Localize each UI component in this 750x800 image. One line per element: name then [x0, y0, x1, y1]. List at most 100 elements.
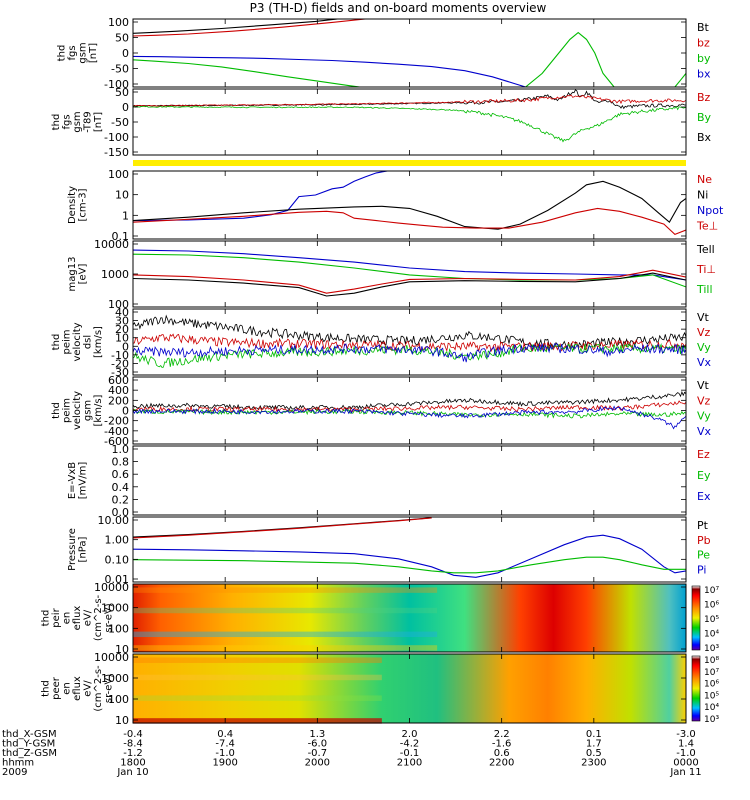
- y-tick-label: 0.2: [112, 493, 130, 506]
- y-axis-label: thd: [41, 610, 52, 627]
- series-line: [133, 390, 686, 411]
- y-tick-label: 10000: [94, 651, 129, 664]
- y-axis-label: peir: [51, 607, 62, 627]
- spectrogram-band: [133, 674, 382, 681]
- series-line: [133, 343, 686, 363]
- panel-peir_en: 10⁷ 10⁶ 10⁵ 10⁴ 10³ 10000 1000 100 10 thd peir en ef…: [41, 581, 720, 656]
- y-tick-label: -100: [104, 78, 129, 91]
- spectrogram-image: [133, 654, 686, 723]
- y-axis-label: (cm^2-s-: [93, 594, 104, 641]
- x-axis-row-label: thd_Z-GSM: [2, 748, 57, 759]
- y-tick-label: 0.1: [112, 230, 130, 243]
- x-axis-value: 0.5: [586, 748, 602, 759]
- spectrogram-band: [133, 718, 382, 724]
- legend-entry: bz: [697, 37, 710, 50]
- y-tick-label: 10000: [94, 238, 129, 251]
- y-tick-label: 200: [108, 394, 129, 407]
- colorbar-tick-label: 10⁵: [704, 615, 719, 625]
- y-tick-label: 100: [108, 298, 129, 311]
- y-tick-label: 0: [122, 405, 129, 418]
- y-axis-label: fgs: [62, 114, 73, 129]
- x-axis-value: 0000: [673, 758, 698, 769]
- legend-entry: Pb: [697, 534, 711, 547]
- series-line: [133, 405, 686, 430]
- y-tick-label: 10: [115, 332, 129, 345]
- legend-entry: Bx: [697, 131, 712, 144]
- y-axis-label: en: [62, 612, 73, 625]
- y-tick-label: 10: [115, 189, 129, 202]
- y-tick-label: 0: [122, 47, 129, 60]
- y-tick-label: 100: [108, 622, 129, 635]
- series-line: [133, 207, 686, 236]
- y-axis-label: (cm^2-s-: [93, 665, 104, 712]
- x-axis-value: 1.4: [678, 739, 694, 750]
- y-axis-label: mag13: [67, 257, 78, 292]
- y-tick-label: -20: [111, 357, 129, 370]
- y-axis-label: velocity: [72, 391, 83, 430]
- y-axis-label: [km/s]: [93, 326, 104, 358]
- legend-entry: Vz: [697, 394, 711, 407]
- x-axis-value: -1.0: [215, 748, 235, 759]
- y-tick-label: 1: [122, 209, 129, 222]
- legend-entry: Vy: [697, 410, 711, 423]
- x-axis-table: thd_X-GSM -0.4 0.4 1.3 2.0 2.2 0.1 -3.0 thd_Y-GS…: [2, 729, 702, 778]
- series-line: [133, 55, 526, 87]
- legend-entry: Bt: [697, 21, 710, 34]
- y-axis-label: [nT]: [93, 112, 104, 132]
- series-line: [133, 517, 432, 539]
- y-tick-label: 0.8: [112, 456, 130, 469]
- panel-temperature: 10000 1000 100 mag13 [eV] Tell Ti⊥ Till: [67, 238, 716, 311]
- legend-entry: Vy: [697, 341, 711, 354]
- x-axis-row-label: 2009: [2, 767, 27, 778]
- yellow-bar: [133, 160, 686, 166]
- y-axis-label: -T89: [83, 111, 94, 133]
- colorbar-tick-label: 10³: [704, 644, 719, 654]
- series-line: [133, 59, 360, 87]
- series-line: [133, 314, 686, 351]
- x-axis-value: -1.0: [676, 748, 696, 759]
- y-axis-label: peim: [62, 329, 73, 354]
- x-axis-value: 1900: [212, 758, 237, 769]
- series-line: [674, 73, 686, 87]
- y-tick-label: 100: [108, 168, 129, 181]
- x-axis-value: 0.1: [586, 729, 602, 740]
- panel-fgs_dsl: 50 0 -50 -100 -150 thd fgs gsm -T89 [nT] Bz By Bx: [51, 86, 712, 159]
- series-line: [133, 19, 338, 34]
- colorbar-tick-label: 10⁷: [704, 668, 719, 678]
- y-axis-label: thd: [51, 334, 62, 351]
- x-axis-value: 2300: [581, 758, 606, 769]
- legend-entry: Pe: [697, 549, 710, 562]
- y-tick-label: 50: [115, 32, 129, 45]
- colorbar-tick-label: 10³: [704, 715, 719, 725]
- x-axis-value: 1.3: [309, 729, 325, 740]
- y-axis-label: thd: [41, 680, 52, 697]
- series-line: [133, 534, 686, 578]
- series-line: [133, 556, 686, 574]
- series-line: [133, 19, 366, 37]
- y-axis-label: sr-eV): [104, 603, 115, 632]
- x-axis-value: Jan 11: [669, 767, 701, 778]
- x-axis-value: -0.1: [400, 748, 420, 759]
- series-line: [133, 342, 686, 368]
- legend-entry: Ne: [697, 173, 712, 186]
- y-axis-label: thd: [56, 45, 67, 62]
- y-axis-label: peim: [62, 398, 73, 423]
- figure-title: P3 (TH-D) fields and on-board moments ov…: [250, 1, 547, 15]
- legend-entry: Vz: [697, 326, 711, 339]
- colorbar: 10⁷ 10⁶ 10⁵ 10⁴ 10³: [691, 585, 719, 654]
- spectrogram-band: [133, 695, 382, 701]
- legend-entry: Till: [696, 283, 713, 296]
- y-axis-label: eV/: [83, 609, 94, 626]
- y-tick-label: 20: [115, 323, 129, 336]
- panel-frame: [132, 88, 687, 156]
- y-tick-label: 100: [108, 16, 129, 29]
- x-axis-value: 2200: [489, 758, 514, 769]
- x-axis-value: 0.6: [494, 748, 510, 759]
- series-line: [133, 180, 686, 230]
- y-axis-label: gsm: [77, 42, 88, 63]
- legend-entry: Te⊥: [696, 220, 718, 233]
- x-axis-value: 1.7: [586, 739, 602, 750]
- y-tick-label: 1000: [101, 672, 129, 685]
